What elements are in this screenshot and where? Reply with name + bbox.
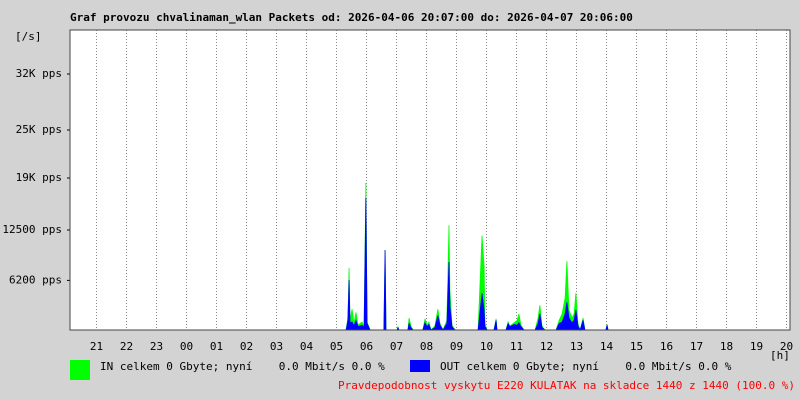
plot-frame: [69, 29, 791, 331]
x-tick-label: 05: [330, 340, 343, 353]
x-tick-label: 12: [540, 340, 553, 353]
x-tick-label: 13: [570, 340, 583, 353]
x-tick-label: 01: [210, 340, 223, 353]
x-tick-label: 02: [240, 340, 253, 353]
x-tick-label: 04: [300, 340, 314, 353]
x-tick-label: 06: [360, 340, 373, 353]
footer-note: Pravdepodobnost vyskytu E220 KULATAK na …: [338, 379, 795, 392]
y-tick-label: 19K pps: [16, 171, 62, 184]
x-tick-label: 03: [270, 340, 283, 353]
x-unit: [h]: [770, 349, 790, 362]
y-tick-label: 12500 pps: [2, 223, 62, 236]
x-tick-label: 20: [780, 340, 793, 353]
plot-area: [70, 30, 790, 330]
x-tick-label: 09: [450, 340, 463, 353]
x-tick-label: 16: [660, 340, 673, 353]
area: [70, 197, 790, 332]
x-tick-label: 18: [720, 340, 733, 353]
y-tick-label: 6200 pps: [9, 273, 62, 286]
legend-swatch: [70, 360, 90, 380]
legend-swatch: [410, 360, 430, 372]
x-tick-label: 10: [480, 340, 493, 353]
x-tick-label: 00: [180, 340, 193, 353]
x-tick-label: 14: [600, 340, 614, 353]
y-unit: [/s]: [15, 30, 42, 43]
x-tick-label: 15: [630, 340, 643, 353]
x-tick-label: 08: [420, 340, 433, 353]
chart-title: Graf provozu chvalinaman_wlan Packets od…: [70, 11, 633, 24]
x-tick-label: 22: [120, 340, 133, 353]
x-tick-label: 11: [510, 340, 523, 353]
y-tick-label: 25K pps: [16, 123, 62, 136]
legend-label: OUT celkem 0 Gbyte; nyní 0.0 Mbit/s 0.0 …: [440, 360, 732, 373]
x-tick-label: 19: [750, 340, 763, 353]
x-tick-label: 21: [90, 340, 103, 353]
y-tick-label: 32K pps: [16, 67, 62, 80]
legend-label: IN celkem 0 Gbyte; nyní 0.0 Mbit/s 0.0 %: [100, 360, 385, 373]
x-tick-label: 23: [150, 340, 163, 353]
x-tick-label: 17: [690, 340, 703, 353]
x-tick-label: 07: [390, 340, 403, 353]
